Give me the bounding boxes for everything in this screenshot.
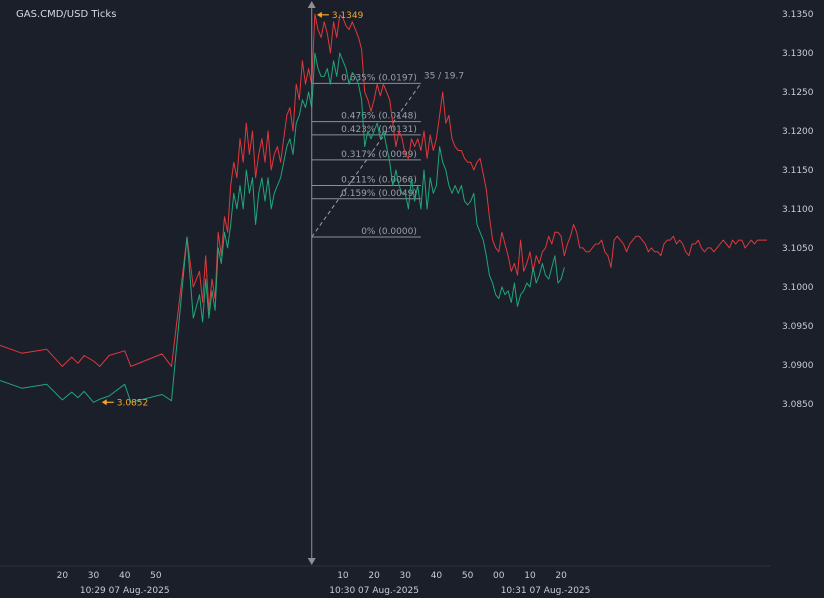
crosshair-top-arrow — [307, 1, 316, 8]
fib-level-label: 0.211% (0.0066) — [341, 176, 417, 186]
y-tick-label: 3.1250 — [782, 88, 814, 98]
x-tick-label: 20 — [57, 571, 69, 581]
bid-series-line — [0, 52, 565, 403]
fib-level-label: 0.159% (0.0049) — [341, 189, 417, 199]
x-tick-label: 30 — [88, 571, 100, 581]
x-tick-label: 50 — [462, 571, 474, 581]
x-date-label: 10:31 07 Aug.-2025 — [501, 586, 591, 596]
series-layer — [0, 13, 767, 403]
x-axis[interactable]: 20 30 40 50 10 20 30 40 50 00 10 20 10:29 07 Aug.-20… — [0, 565, 824, 598]
y-tick-label: 3.0900 — [782, 361, 814, 371]
x-tick-label: 20 — [555, 571, 567, 581]
y-axis[interactable]: 3.1350 3.1300 3.1250 3.1200 3.1150 3.1100 3.10… — [770, 0, 824, 598]
fib-ratio-label: 35 / 19.7 — [424, 71, 464, 81]
fib-level-label: 0.635% (0.0197) — [341, 73, 417, 83]
price-markers: 3.1349 3.0852 — [101, 11, 364, 408]
x-tick-label: 10 — [337, 571, 349, 581]
fib-level-label: 0.476% (0.0148) — [341, 112, 417, 122]
high-marker-arrow-head — [316, 11, 322, 18]
x-tick-label: 00 — [493, 571, 505, 581]
fib-level-label: 0.317% (0.0099) — [341, 150, 417, 160]
y-tick-label: 3.1100 — [782, 205, 814, 215]
x-axis-panel[interactable] — [0, 566, 824, 598]
y-tick-label: 3.1050 — [782, 244, 814, 254]
x-date-label: 10:30 07 Aug.-2025 — [329, 586, 419, 596]
x-tick-label: 10 — [524, 571, 536, 581]
fib-level-label: 0% (0.0000) — [361, 227, 417, 237]
low-marker-label: 3.0852 — [117, 398, 148, 408]
y-tick-label: 3.1000 — [782, 283, 814, 293]
y-tick-label: 3.1350 — [782, 10, 814, 20]
x-tick-label: 30 — [400, 571, 412, 581]
x-date-label: 10:29 07 Aug.-2025 — [80, 586, 170, 596]
fib-trend-line[interactable] — [311, 83, 422, 238]
low-marker-arrow-head — [101, 399, 107, 406]
y-tick-label: 3.1300 — [782, 49, 814, 59]
chart-title: GAS.CMD/USD Ticks — [16, 9, 117, 20]
x-tick-label: 20 — [368, 571, 380, 581]
y-axis-panel[interactable] — [770, 0, 824, 598]
y-tick-label: 3.0850 — [782, 400, 814, 410]
y-tick-label: 3.0950 — [782, 322, 814, 332]
x-tick-label: 40 — [431, 571, 443, 581]
crosshair-bottom-arrow — [307, 558, 316, 565]
x-tick-label: 40 — [119, 571, 131, 581]
x-tick-label: 50 — [150, 571, 162, 581]
y-tick-label: 3.1200 — [782, 127, 814, 137]
high-marker-label: 3.1349 — [332, 11, 364, 21]
ask-series-line — [0, 13, 767, 367]
y-tick-label: 3.1150 — [782, 166, 814, 176]
